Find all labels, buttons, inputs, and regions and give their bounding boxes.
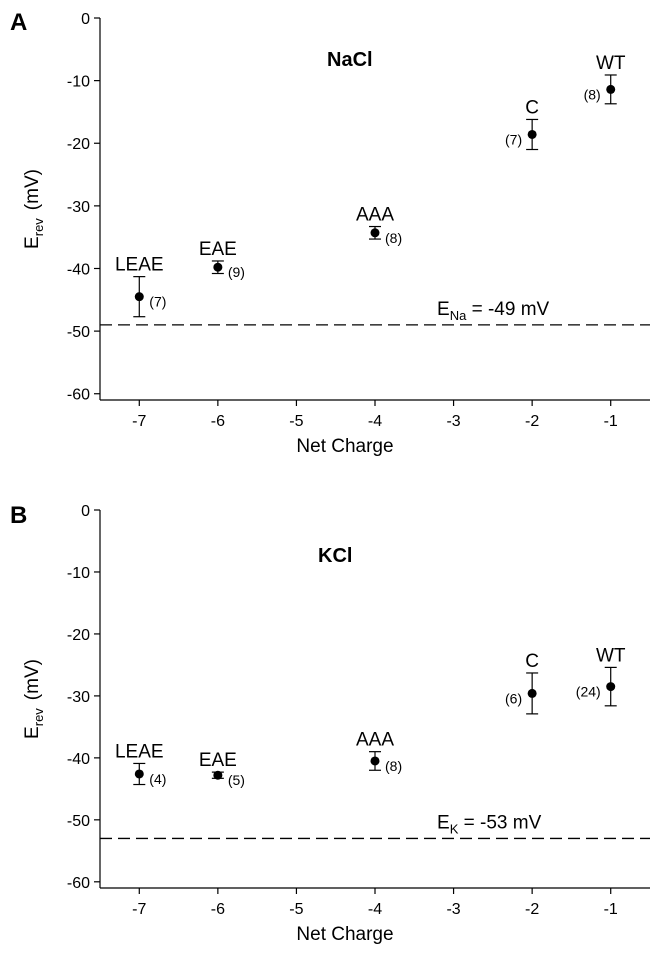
data-point-eae [213,770,223,780]
panel-letter: A [10,9,27,36]
y-tick-label: 0 [81,503,90,520]
sample-size-label: (8) [385,758,402,774]
x-tick-label: -6 [211,413,225,430]
point-label: C [525,651,539,672]
data-point-aaa [370,228,380,238]
y-tick-label: -30 [67,199,90,216]
y-tick-label: -60 [67,875,90,892]
reference-label: EK = -53 mV [437,812,542,836]
x-tick-label: -1 [604,413,618,430]
x-tick-label: -4 [368,413,382,430]
data-point-wt [606,84,616,94]
point-label: C [525,97,539,118]
sample-size-label: (8) [584,86,601,102]
chart-title: NaCl [327,49,373,71]
data-point-leae [134,292,144,302]
y-tick-label: -10 [67,565,90,582]
sample-size-label: (7) [505,131,522,147]
sample-size-label: (9) [228,264,245,280]
data-point-wt [606,682,616,692]
chart-panel-B: B KCl 0 -10 -20 -30 -40 -50 -60 -7 -6 -5 -4 -3 -2 -1 Net… [10,502,650,945]
data-point-leae [134,769,144,779]
chart-title: KCl [318,545,352,567]
y-tick-label: -20 [67,136,90,153]
x-tick-label: -5 [289,901,303,918]
y-tick-label: 0 [81,11,90,28]
point-label: AAA [356,205,394,226]
point-label: WT [596,53,626,74]
y-tick-label: -20 [67,627,90,644]
sample-size-label: (4) [149,771,166,787]
x-tick-label: -4 [368,901,382,918]
y-tick-label: -40 [67,261,90,278]
point-label: EAE [199,750,237,771]
chart-panel-A: A NaCl 0 -10 -20 -30 -40 -50 -60 -7 -6 -5 -4 -3 -2 -1 Ne… [10,9,650,457]
x-tick-label: -2 [525,413,539,430]
y-axis-title: Erev(mV) [22,659,46,739]
sample-size-label: (7) [149,294,166,310]
point-label: LEAE [115,741,164,762]
sample-size-label: (8) [385,230,402,246]
x-axis-title: Net Charge [296,436,393,457]
sample-size-label: (6) [505,690,522,706]
data-point-c [527,129,537,139]
y-axis-title: Erev(mV) [22,169,46,249]
x-tick-label: -3 [446,413,460,430]
y-tick-label: -50 [67,324,90,341]
y-tick-label: -40 [67,751,90,768]
data-point-c [527,688,537,698]
point-label: LEAE [115,255,164,276]
x-tick-label: -7 [132,901,146,918]
reference-label: ENa = -49 mV [437,299,550,323]
sample-size-label: (5) [228,772,245,788]
sample-size-label: (24) [576,684,601,700]
x-axis-title: Net Charge [296,924,393,945]
panel-letter: B [10,502,27,529]
x-tick-label: -3 [446,901,460,918]
x-tick-label: -1 [604,901,618,918]
point-label: EAE [199,239,237,260]
y-tick-label: -30 [67,689,90,706]
x-tick-label: -2 [525,901,539,918]
x-tick-label: -5 [289,413,303,430]
x-tick-label: -6 [211,901,225,918]
y-tick-label: -50 [67,813,90,830]
y-tick-label: -60 [67,387,90,404]
y-tick-label: -10 [67,74,90,91]
point-label: AAA [356,730,394,751]
x-tick-label: -7 [132,413,146,430]
data-point-eae [213,262,223,272]
point-label: WT [596,645,626,666]
data-point-aaa [370,756,380,766]
